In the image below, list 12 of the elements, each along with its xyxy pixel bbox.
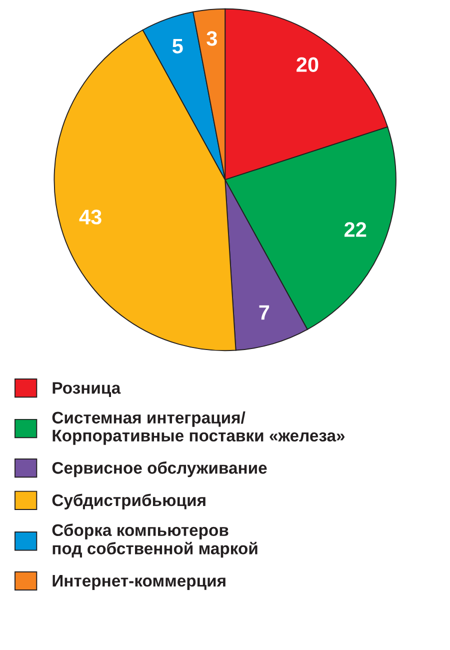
data-label: 20 xyxy=(296,57,318,72)
legend-label: Интернет-коммерция xyxy=(52,575,226,590)
legend-label: Системная интеграция/ Корпоративные поставки «железа» xyxy=(52,411,345,445)
legend-label: Сервисное обслуживание xyxy=(52,461,267,478)
legend-label: Субдистрибьюция xyxy=(52,494,206,510)
data-label: 43 xyxy=(79,210,102,224)
data-label: 22 xyxy=(344,222,366,237)
legend-label: Сборка компьютеров под собственной маркой xyxy=(52,524,258,558)
data-label: 7 xyxy=(259,305,270,320)
legend-label: Розница xyxy=(52,382,121,397)
data-label: 3 xyxy=(206,31,217,46)
data-label: 5 xyxy=(172,38,183,54)
